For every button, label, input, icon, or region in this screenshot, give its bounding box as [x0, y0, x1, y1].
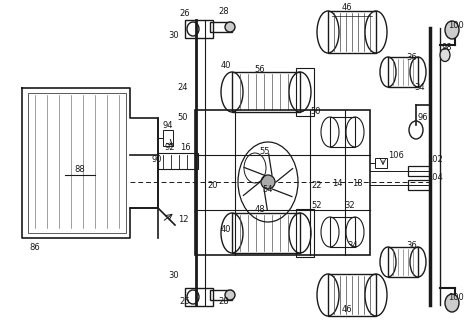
Text: 46: 46: [342, 305, 352, 315]
Ellipse shape: [445, 294, 459, 312]
Text: 46: 46: [342, 3, 352, 11]
Text: 55: 55: [260, 147, 270, 156]
Text: 104: 104: [427, 173, 443, 183]
Ellipse shape: [440, 49, 450, 62]
Bar: [28, 93, 126, 233]
Text: 98: 98: [442, 43, 452, 52]
Bar: [330, 217, 355, 247]
Text: 102: 102: [427, 156, 443, 165]
Text: 36: 36: [407, 241, 418, 249]
Bar: [330, 117, 355, 147]
Bar: [185, 20, 213, 38]
Bar: [158, 153, 198, 169]
Text: 40: 40: [221, 61, 231, 69]
Text: 26: 26: [180, 9, 191, 19]
Text: 28: 28: [219, 7, 229, 17]
Text: 50: 50: [178, 113, 188, 123]
Ellipse shape: [225, 290, 235, 300]
Text: 88: 88: [74, 166, 85, 174]
Text: 48: 48: [255, 205, 265, 215]
Text: 100: 100: [448, 293, 464, 303]
Text: 22: 22: [312, 181, 322, 189]
Bar: [408, 180, 430, 190]
Ellipse shape: [225, 22, 235, 32]
Text: 20: 20: [208, 181, 218, 189]
Bar: [210, 22, 232, 32]
Bar: [210, 290, 232, 300]
Bar: [328, 11, 376, 53]
Text: 28: 28: [219, 298, 229, 306]
Bar: [375, 158, 387, 168]
Bar: [388, 247, 418, 277]
Text: 34: 34: [415, 83, 425, 93]
Text: 30: 30: [169, 31, 179, 39]
Text: 50: 50: [311, 108, 321, 116]
Bar: [408, 166, 430, 176]
Bar: [388, 57, 418, 87]
Bar: [185, 288, 213, 306]
Text: 54: 54: [263, 185, 273, 195]
Ellipse shape: [261, 175, 275, 189]
Text: 30: 30: [169, 271, 179, 279]
Text: 100: 100: [448, 21, 464, 29]
Bar: [163, 130, 173, 146]
Bar: [296, 68, 314, 116]
Bar: [328, 274, 376, 316]
Text: 90: 90: [152, 156, 162, 165]
Text: 32: 32: [345, 200, 356, 210]
Text: 14: 14: [332, 179, 342, 187]
Text: 34: 34: [348, 241, 358, 249]
Bar: [232, 72, 300, 112]
Text: 36: 36: [407, 52, 418, 62]
Text: 92: 92: [165, 143, 175, 153]
Bar: [232, 213, 300, 253]
Text: 18: 18: [352, 179, 362, 187]
Text: 56: 56: [255, 66, 265, 75]
Text: 12: 12: [178, 215, 188, 225]
Text: 86: 86: [29, 244, 40, 253]
Bar: [296, 209, 314, 257]
Text: 40: 40: [221, 226, 231, 234]
Text: 16: 16: [180, 143, 191, 153]
Text: 96: 96: [418, 113, 428, 123]
Bar: [195, 110, 370, 255]
Text: 26: 26: [180, 298, 191, 306]
Ellipse shape: [445, 21, 459, 39]
Text: 24: 24: [178, 83, 188, 93]
Text: 106: 106: [388, 151, 404, 159]
Text: 94: 94: [163, 121, 173, 129]
Text: 52: 52: [312, 200, 322, 210]
